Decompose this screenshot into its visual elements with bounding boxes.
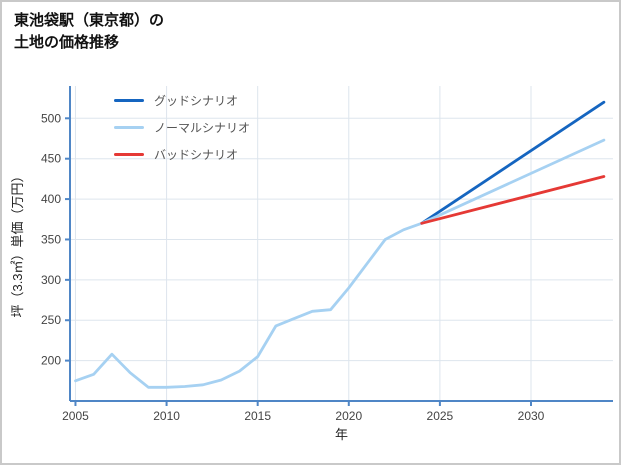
- legend-label-bad: バッドシナリオ: [154, 148, 239, 162]
- svg-text:2025: 2025: [427, 409, 454, 423]
- legend-swatch-bad: [114, 153, 144, 156]
- svg-text:2010: 2010: [153, 409, 180, 423]
- svg-text:200: 200: [41, 354, 61, 368]
- chart-legend: グッドシナリオ ノーマルシナリオ バッドシナリオ: [114, 92, 250, 163]
- legend-swatch-normal: [114, 126, 144, 129]
- svg-text:300: 300: [41, 273, 61, 287]
- svg-text:2020: 2020: [335, 409, 362, 423]
- chart-title-line1: 東池袋駅（東京都）の: [14, 12, 165, 29]
- svg-text:2030: 2030: [518, 409, 545, 423]
- legend-item-bad: バッドシナリオ: [114, 146, 250, 163]
- svg-text:年: 年: [335, 427, 348, 442]
- chart-title: 東池袋駅（東京都）の 土地の価格推移: [14, 10, 164, 54]
- svg-text:2015: 2015: [244, 409, 271, 423]
- svg-text:2005: 2005: [62, 409, 89, 423]
- legend-label-normal: ノーマルシナリオ: [154, 121, 251, 135]
- svg-text:500: 500: [41, 111, 61, 125]
- svg-text:坪（3.3㎡）単価（万円）: 坪（3.3㎡）単価（万円）: [10, 169, 25, 317]
- svg-text:400: 400: [41, 192, 61, 206]
- svg-text:350: 350: [41, 232, 61, 246]
- chart-title-line2: 土地の価格推移: [14, 34, 120, 51]
- svg-text:450: 450: [41, 152, 61, 166]
- svg-text:250: 250: [41, 313, 61, 327]
- legend-item-good: グッドシナリオ: [114, 92, 250, 109]
- legend-swatch-good: [114, 99, 144, 102]
- legend-item-normal: ノーマルシナリオ: [114, 119, 250, 136]
- legend-label-good: グッドシナリオ: [154, 94, 239, 108]
